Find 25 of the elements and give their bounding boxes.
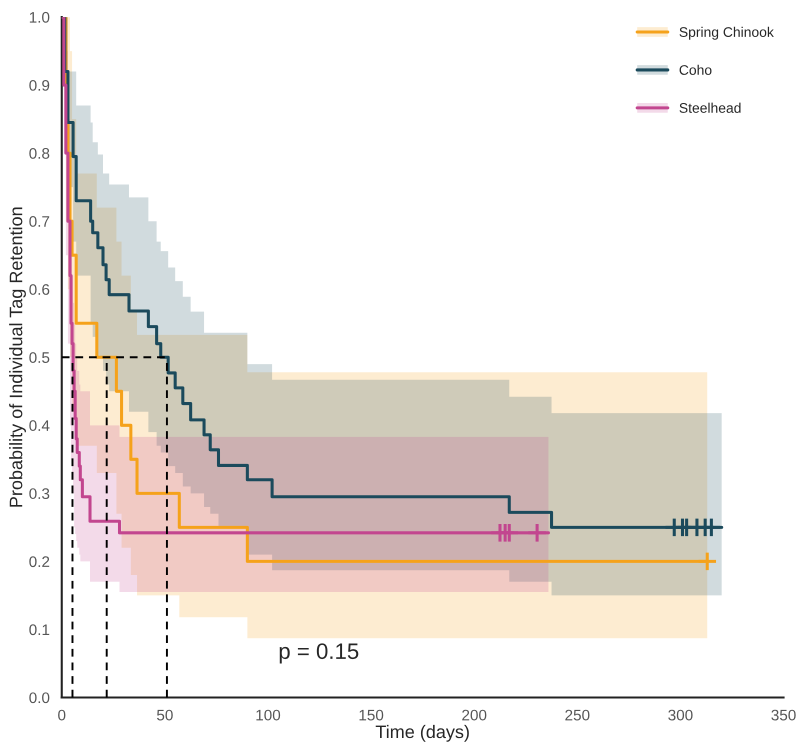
- legend-label: Steelhead: [680, 102, 741, 113]
- y-tick-label: 0.1: [29, 624, 50, 636]
- y-tick-label: 0.3: [29, 488, 50, 500]
- x-tick-label: 150: [360, 710, 384, 721]
- y-tick-label: 0.6: [29, 284, 50, 295]
- x-tick-label: 300: [668, 710, 693, 721]
- x-axis-title: Time (days): [376, 724, 469, 742]
- y-tick-label: 0.8: [29, 148, 50, 159]
- x-tick-label: 200: [462, 710, 486, 721]
- legend-label: Coho: [680, 64, 712, 75]
- y-tick-label: 0.9: [29, 80, 50, 91]
- y-tick-label: 0.2: [29, 556, 50, 568]
- y-tick-label: 0.0: [29, 692, 50, 704]
- y-tick-label: 1.0: [30, 12, 50, 23]
- y-tick-label: 0.4: [29, 420, 50, 431]
- x-tick-label: 350: [771, 710, 796, 721]
- y-tick-label: 0.7: [29, 216, 50, 227]
- y-axis-title: Probability of Individual Tag Retention: [9, 208, 26, 507]
- annotation: p = 0.15: [280, 643, 358, 664]
- y-tick-label: 0.5: [29, 352, 50, 363]
- legend-label: Spring Chinook: [680, 26, 774, 40]
- x-tick-label: 100: [256, 710, 280, 721]
- x-tick-label: 250: [565, 710, 590, 721]
- x-tick-label: 0: [58, 710, 66, 721]
- x-tick-label: 50: [156, 710, 173, 721]
